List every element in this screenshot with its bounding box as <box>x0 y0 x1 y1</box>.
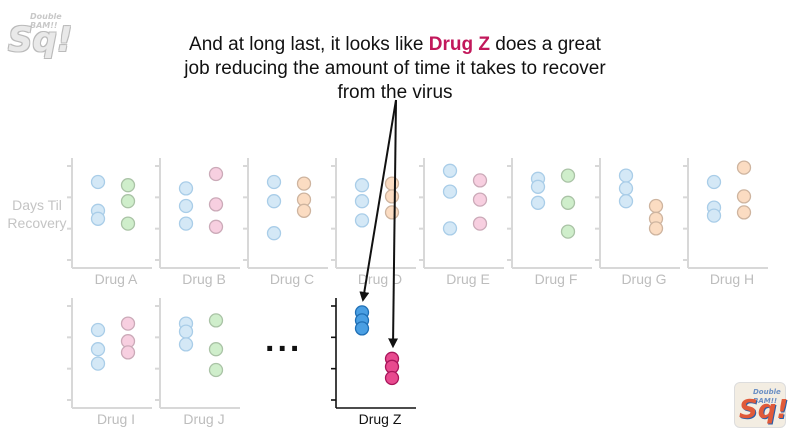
data-point-group-1 <box>266 174 282 190</box>
panel-label: Drug I <box>97 411 135 427</box>
data-point-group-1 <box>90 174 106 190</box>
data-point-group-2 <box>648 221 664 236</box>
logo-subtext: Double BAM!! <box>753 388 781 405</box>
data-point-group-2 <box>120 194 136 209</box>
data-point-group-2 <box>208 313 224 328</box>
caption-text-end: does a great job reducing the amount of … <box>184 34 606 103</box>
data-point-group-2 <box>384 205 400 220</box>
data-point-group-2 <box>384 189 400 204</box>
data-point-group-1 <box>354 194 370 209</box>
data-point-group-1 <box>178 181 194 196</box>
data-point-group-1 <box>266 226 282 241</box>
panel-label: Drug Z <box>359 411 402 427</box>
panel-label: Drug J <box>183 411 224 427</box>
data-point-group-1 <box>90 211 106 226</box>
panel-label: Drug B <box>182 271 226 287</box>
panel-drug-a: Drug A <box>67 158 152 287</box>
data-point-group-1 <box>442 163 458 178</box>
data-point-group-2 <box>472 216 488 231</box>
data-point-group-1 <box>178 324 194 339</box>
logo-text: Sq! <box>739 395 789 425</box>
caption-text-start: And at long last, it looks like <box>189 34 429 55</box>
data-point-group-2 <box>208 166 224 182</box>
callout-arrow <box>388 99 399 349</box>
data-point-group-1 <box>354 178 370 193</box>
data-point-group-1 <box>178 337 194 352</box>
data-point-group-2 <box>208 362 224 378</box>
data-point-group-1 <box>178 216 194 231</box>
data-point-group-2 <box>560 195 576 210</box>
statquest-logo-top-left: Double BAM!! Sq! <box>6 6 72 64</box>
data-point-group-1 <box>442 184 458 199</box>
data-point-group-2 <box>120 178 136 193</box>
logo-subtext: Double BAM!! <box>30 12 62 30</box>
data-point-group-2 <box>384 370 400 386</box>
data-point-group-1 <box>530 179 546 194</box>
caption: And at long last, it looks like Drug Z d… <box>180 33 610 105</box>
data-point-group-2 <box>560 168 576 183</box>
data-point-group-1 <box>706 174 722 190</box>
data-point-group-2 <box>208 219 224 234</box>
statquest-logo-bottom-right: Double BAM!! Sq! <box>734 382 789 428</box>
panel-label: Drug F <box>535 271 578 287</box>
drug-panels: Drug A Drug B Drug C Drug D Drug E Drug F Drug… <box>67 158 768 427</box>
data-point-group-1 <box>618 168 634 183</box>
logo-text: Sq! <box>8 20 73 60</box>
data-point-group-2 <box>736 205 752 220</box>
callout-arrows <box>359 99 399 349</box>
panel-label: Drug D <box>358 271 402 287</box>
panel-drug-h: Drug H <box>683 158 768 287</box>
caption-highlight: Drug Z <box>428 34 491 55</box>
data-point-group-1 <box>90 356 106 371</box>
data-point-group-1 <box>354 213 370 228</box>
data-point-group-1 <box>90 322 106 338</box>
data-point-group-1 <box>178 198 194 214</box>
data-point-group-2 <box>120 316 136 331</box>
panel-label: Drug A <box>95 271 138 287</box>
y-axis-label: Days Til Recovery <box>7 197 67 231</box>
panel-drug-z: Drug Z <box>331 298 416 427</box>
data-point-group-1 <box>618 181 634 196</box>
panel-drug-c: Drug C <box>243 158 328 287</box>
data-point-group-2 <box>296 203 312 218</box>
data-point-group-2 <box>736 160 752 175</box>
data-point-group-2 <box>208 342 224 357</box>
callout-arrow <box>359 99 397 302</box>
panel-drug-j: Drug J <box>155 298 240 427</box>
panel-drug-g: Drug G <box>595 158 680 287</box>
data-point-group-1 <box>266 194 282 209</box>
data-point-group-1 <box>618 194 634 209</box>
data-point-group-2 <box>736 189 752 204</box>
data-point-group-2 <box>560 224 576 239</box>
panel-label: Drug E <box>446 271 490 287</box>
data-point-group-1 <box>90 342 106 357</box>
panel-drug-f: Drug F <box>507 158 592 287</box>
panel-drug-d: Drug D <box>331 158 416 287</box>
panel-label: Drug G <box>621 271 666 287</box>
panel-drug-b: Drug B <box>155 158 240 287</box>
data-point-group-1 <box>530 195 546 210</box>
ellipsis: ... <box>265 321 303 359</box>
panel-label: Drug C <box>270 271 314 287</box>
data-point-group-2 <box>120 345 136 360</box>
data-point-group-1 <box>706 208 722 223</box>
panel-drug-i: Drug I <box>67 298 152 427</box>
data-point-group-2 <box>296 176 312 191</box>
data-point-group-1 <box>442 221 458 236</box>
data-point-group-2 <box>208 197 224 212</box>
data-point-group-2 <box>472 173 488 188</box>
data-point-group-2 <box>120 216 136 231</box>
data-point-group-2 <box>648 198 664 214</box>
data-point-group-2 <box>384 176 400 191</box>
panel-label: Drug H <box>710 271 754 287</box>
data-point-group-2 <box>472 192 488 207</box>
panel-drug-e: Drug E <box>419 158 504 287</box>
data-point-group-1 <box>354 321 370 336</box>
